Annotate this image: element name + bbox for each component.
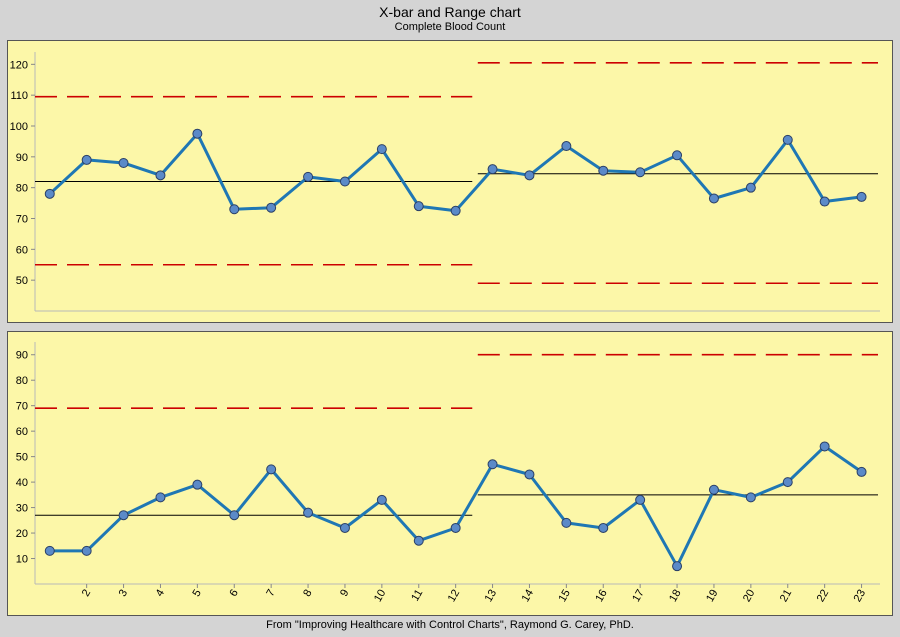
- data-point: [487, 164, 498, 175]
- data-point: [635, 167, 646, 178]
- x-tick-label: 15: [556, 588, 573, 605]
- x-tick-label: 16: [593, 588, 610, 605]
- y-tick-label: 70: [16, 401, 28, 413]
- x-tick-label: 5: [191, 588, 204, 599]
- data-point: [672, 150, 683, 161]
- data-point: [303, 171, 314, 182]
- data-point: [598, 165, 609, 176]
- data-point: [192, 479, 203, 490]
- y-tick-label: 100: [10, 121, 28, 133]
- data-point: [339, 522, 350, 533]
- x-tick-label: 11: [409, 588, 425, 604]
- x-tick-label: 21: [778, 588, 795, 605]
- data-point: [44, 188, 55, 199]
- x-tick-label: 8: [301, 588, 314, 599]
- data-point: [524, 170, 535, 181]
- data-point: [856, 191, 867, 202]
- x-tick-label: 12: [446, 588, 463, 605]
- x-tick-label: 20: [741, 588, 758, 605]
- y-tick-label: 50: [16, 452, 28, 464]
- xbar-chart: 50 60 70 80 90 100 110 120: [7, 40, 893, 323]
- data-point: [44, 545, 55, 556]
- data-point: [376, 494, 387, 505]
- data-point: [81, 154, 92, 165]
- data-point: [303, 507, 314, 518]
- footer-credit: From "Improving Healthcare with Control …: [266, 619, 634, 631]
- y-tick-label: 110: [10, 90, 28, 102]
- data-point: [118, 510, 129, 521]
- data-point: [672, 561, 683, 572]
- data-point: [524, 469, 535, 480]
- data-point: [229, 510, 240, 521]
- x-tick-label: 3: [117, 588, 130, 599]
- data-point: [266, 464, 277, 475]
- data-point: [782, 477, 793, 488]
- data-point: [598, 522, 609, 533]
- data-point: [450, 205, 461, 216]
- x-tick-label: 17: [630, 588, 647, 605]
- data-point: [708, 193, 719, 204]
- data-point: [339, 176, 350, 187]
- data-point: [819, 196, 830, 207]
- x-tick-label: 9: [338, 588, 351, 599]
- data-point: [708, 484, 719, 495]
- data-point: [192, 128, 203, 139]
- data-point: [155, 170, 166, 181]
- data-point: [413, 201, 424, 212]
- data-point: [118, 158, 129, 168]
- x-tick-label: 6: [227, 588, 240, 599]
- y-tick-label: 30: [16, 503, 28, 515]
- y-tick-label: 90: [16, 152, 28, 164]
- y-tick-label: 80: [16, 375, 28, 387]
- x-tick-label: 22: [815, 588, 832, 605]
- x-tick-label: 4: [154, 588, 167, 599]
- y-tick-label: 60: [16, 244, 28, 256]
- data-point: [376, 144, 387, 155]
- y-tick-label: 50: [16, 275, 28, 287]
- data-point: [413, 535, 424, 546]
- data-point: [745, 492, 756, 503]
- y-tick-label: 10: [16, 554, 28, 566]
- y-tick-label: 70: [16, 214, 28, 226]
- data-point: [229, 204, 240, 215]
- data-point: [155, 492, 166, 503]
- x-tick-label: 13: [483, 588, 500, 605]
- data-point: [266, 202, 277, 213]
- data-point: [782, 134, 793, 145]
- y-tick-label: 120: [10, 59, 28, 71]
- x-tick-label: 23: [852, 588, 869, 605]
- x-tick-label: 18: [667, 588, 684, 605]
- y-tick-label: 90: [16, 350, 28, 362]
- data-point: [450, 522, 461, 533]
- x-tick-label: 19: [704, 588, 721, 605]
- y-tick-label: 20: [16, 528, 28, 540]
- data-point: [561, 141, 572, 152]
- chart-title: X-bar and Range chart: [379, 4, 521, 20]
- chart-subtitle: Complete Blood Count: [394, 21, 506, 33]
- data-point: [561, 517, 572, 528]
- data-point: [81, 545, 92, 556]
- x-tick-label: 2: [80, 588, 93, 599]
- data-point: [635, 494, 646, 505]
- y-tick-label: 60: [16, 426, 28, 438]
- x-tick-label: 7: [264, 588, 277, 599]
- y-tick-label: 80: [16, 183, 28, 195]
- x-tick-label: 14: [520, 588, 537, 605]
- data-point: [487, 459, 498, 470]
- y-tick-label: 40: [16, 477, 28, 489]
- chart-panel: [7, 331, 893, 616]
- data-point: [745, 182, 756, 193]
- data-point: [819, 441, 830, 452]
- x-tick-label: 10: [372, 588, 389, 605]
- data-point: [856, 466, 867, 477]
